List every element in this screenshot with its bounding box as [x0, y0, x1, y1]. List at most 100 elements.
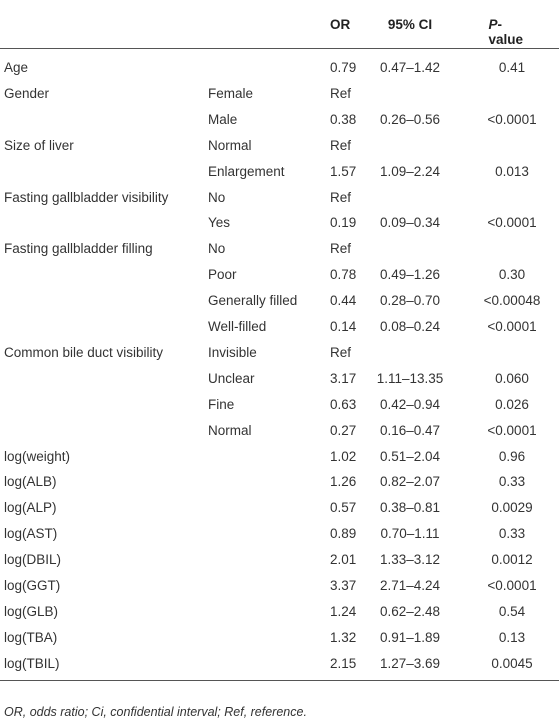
table-row: log(AST) 0.89 0.70–1.11 0.33 — [0, 521, 559, 547]
table-cell: 0.27 — [330, 422, 357, 438]
table-cell: 1.09–2.24 — [379, 163, 441, 179]
table-cell: 0.51–2.04 — [379, 448, 441, 464]
table-cell: Ref — [330, 137, 352, 153]
table-cell: No — [208, 189, 226, 205]
table-row: Unclear 3.17 1.11–13.35 0.060 — [0, 366, 559, 392]
table-cell: 0.13 — [498, 629, 526, 645]
table-cell: 0.060 — [495, 370, 529, 386]
table-cell: log(TBIL) — [4, 655, 60, 671]
table-cell: 0.42–0.94 — [379, 396, 441, 412]
table-cell: Gender — [4, 85, 50, 101]
table-cell: log(ALP) — [4, 500, 57, 516]
table-cell: 0.013 — [495, 163, 529, 179]
table-cell: 0.28–0.70 — [379, 293, 441, 309]
table-cell: 3.17 — [330, 370, 357, 386]
table-row: Enlargement 1.57 1.09–2.24 0.013 — [0, 159, 559, 185]
table-cell: 1.24 — [330, 603, 357, 619]
table-cell: 0.38–0.81 — [379, 500, 441, 516]
table-cell: Size of liver — [4, 137, 74, 153]
table-cell: Invisible — [208, 344, 257, 360]
table-cell: 1.02 — [330, 448, 357, 464]
table-cell: 0.82–2.07 — [379, 474, 441, 490]
table-cell: 0.33 — [498, 526, 526, 542]
table-cell: 0.78 — [330, 267, 357, 283]
table-cell: log(AST) — [4, 526, 58, 542]
table-cell: log(weight) — [4, 448, 71, 464]
header-text: -value — [488, 17, 524, 47]
table-cell: 1.33–3.12 — [379, 552, 441, 568]
table-cell: <0.0001 — [487, 578, 537, 593]
table-cell: 1.27–3.69 — [379, 655, 441, 671]
table-cell: Yes — [208, 215, 231, 231]
table-cell: Ref — [330, 85, 352, 101]
table-row: Fine 0.63 0.42–0.94 0.026 — [0, 392, 559, 418]
table-cell: <0.0001 — [487, 111, 537, 127]
table-cell: 0.96 — [498, 448, 526, 464]
table-cell: 0.026 — [495, 396, 529, 412]
table-cell: 0.57 — [330, 500, 357, 516]
table-cell: <0.0001 — [487, 319, 537, 334]
header-cell: OR — [330, 17, 351, 32]
table-row: Poor 0.78 0.49–1.26 0.30 — [0, 262, 559, 288]
table-cell: <0.0001 — [487, 215, 537, 231]
table-cell: 1.11–13.35 — [376, 370, 444, 386]
table-cell: Generally filled — [208, 293, 298, 309]
table-row: log(ALP) 0.57 0.38–0.81 0.0029 — [0, 495, 559, 521]
table-cell: 0.0045 — [491, 655, 533, 671]
table-row: Normal 0.27 0.16–0.47 <0.0001 — [0, 418, 559, 444]
table-row: Gender Female Ref — [0, 81, 559, 107]
table-cell: Ref — [330, 241, 352, 257]
table-row: Well-filled 0.14 0.08–0.24 <0.0001 — [0, 314, 559, 340]
header-row: OR 95% CI P-value — [0, 0, 559, 49]
table-cell: Fasting gallbladder visibility — [4, 189, 169, 205]
table-cell: 0.16–0.47 — [379, 422, 441, 438]
table-cell: log(ALB) — [4, 474, 57, 490]
table-cell: Fine — [208, 396, 235, 412]
table-cell: 0.30 — [498, 267, 526, 283]
table-cell: 0.09–0.34 — [379, 215, 441, 231]
table-cell: 0.47–1.42 — [379, 60, 441, 75]
table-cell: 0.70–1.11 — [380, 526, 440, 542]
bottom-rule — [0, 680, 559, 681]
table-cell: 0.79 — [330, 60, 357, 75]
table-row: Male 0.38 0.26–0.56 <0.0001 — [0, 107, 559, 133]
table-row: log(ALB) 1.26 0.82–2.07 0.33 — [0, 469, 559, 495]
table-row: log(TBIL) 2.15 1.27–3.69 0.0045 — [0, 651, 559, 677]
table-cell: 0.19 — [330, 215, 357, 231]
table-cell: 0.38 — [330, 111, 357, 127]
table-row: log(TBA) 1.32 0.91–1.89 0.13 — [0, 625, 559, 651]
table-row: log(GLB) 1.24 0.62–2.48 0.54 — [0, 599, 559, 625]
table-cell: 1.26 — [330, 474, 357, 490]
table-cell: <0.00048 — [483, 293, 541, 309]
table-cell: 0.41 — [498, 60, 526, 75]
table-cell: 2.71–4.24 — [379, 578, 441, 593]
table-cell: 0.62–2.48 — [379, 603, 441, 619]
table-row: Yes 0.19 0.09–0.34 <0.0001 — [0, 210, 559, 236]
table-cell: 0.89 — [330, 526, 357, 542]
table-cell: log(TBA) — [4, 629, 58, 645]
table-cell: 2.15 — [330, 655, 357, 671]
table-row: Size of liver Normal Ref — [0, 133, 559, 159]
table-cell: 0.91–1.89 — [379, 629, 441, 645]
table-row: log(DBIL) 2.01 1.33–3.12 0.0012 — [0, 547, 559, 573]
table-cell: 0.26–0.56 — [379, 111, 441, 127]
table-cell: 0.44 — [330, 293, 357, 309]
table-cell: Normal — [208, 422, 252, 438]
table-cell: <0.0001 — [487, 422, 537, 438]
table-cell: 0.54 — [498, 603, 526, 619]
table-cell: Poor — [208, 267, 237, 283]
table-cell: Ref — [330, 344, 352, 360]
table-row: log(GGT) 3.37 2.71–4.24 <0.0001 — [0, 573, 559, 599]
header-cell: 95% CI — [387, 17, 433, 32]
table-cell: Normal — [208, 137, 252, 153]
table-cell: log(DBIL) — [4, 552, 62, 568]
table-row: Fasting gallbladder visibility No Ref — [0, 185, 559, 211]
table-cell: Ref — [330, 189, 352, 205]
table-row: Age 0.79 0.47–1.42 0.41 — [0, 55, 559, 81]
table-cell: Female — [208, 85, 254, 101]
table-cell: Male — [208, 111, 238, 127]
table-cell: 1.57 — [330, 163, 357, 179]
table-row: Common bile duct visibility Invisible Ref — [0, 340, 559, 366]
table-row: Fasting gallbladder filling No Ref — [0, 236, 559, 262]
